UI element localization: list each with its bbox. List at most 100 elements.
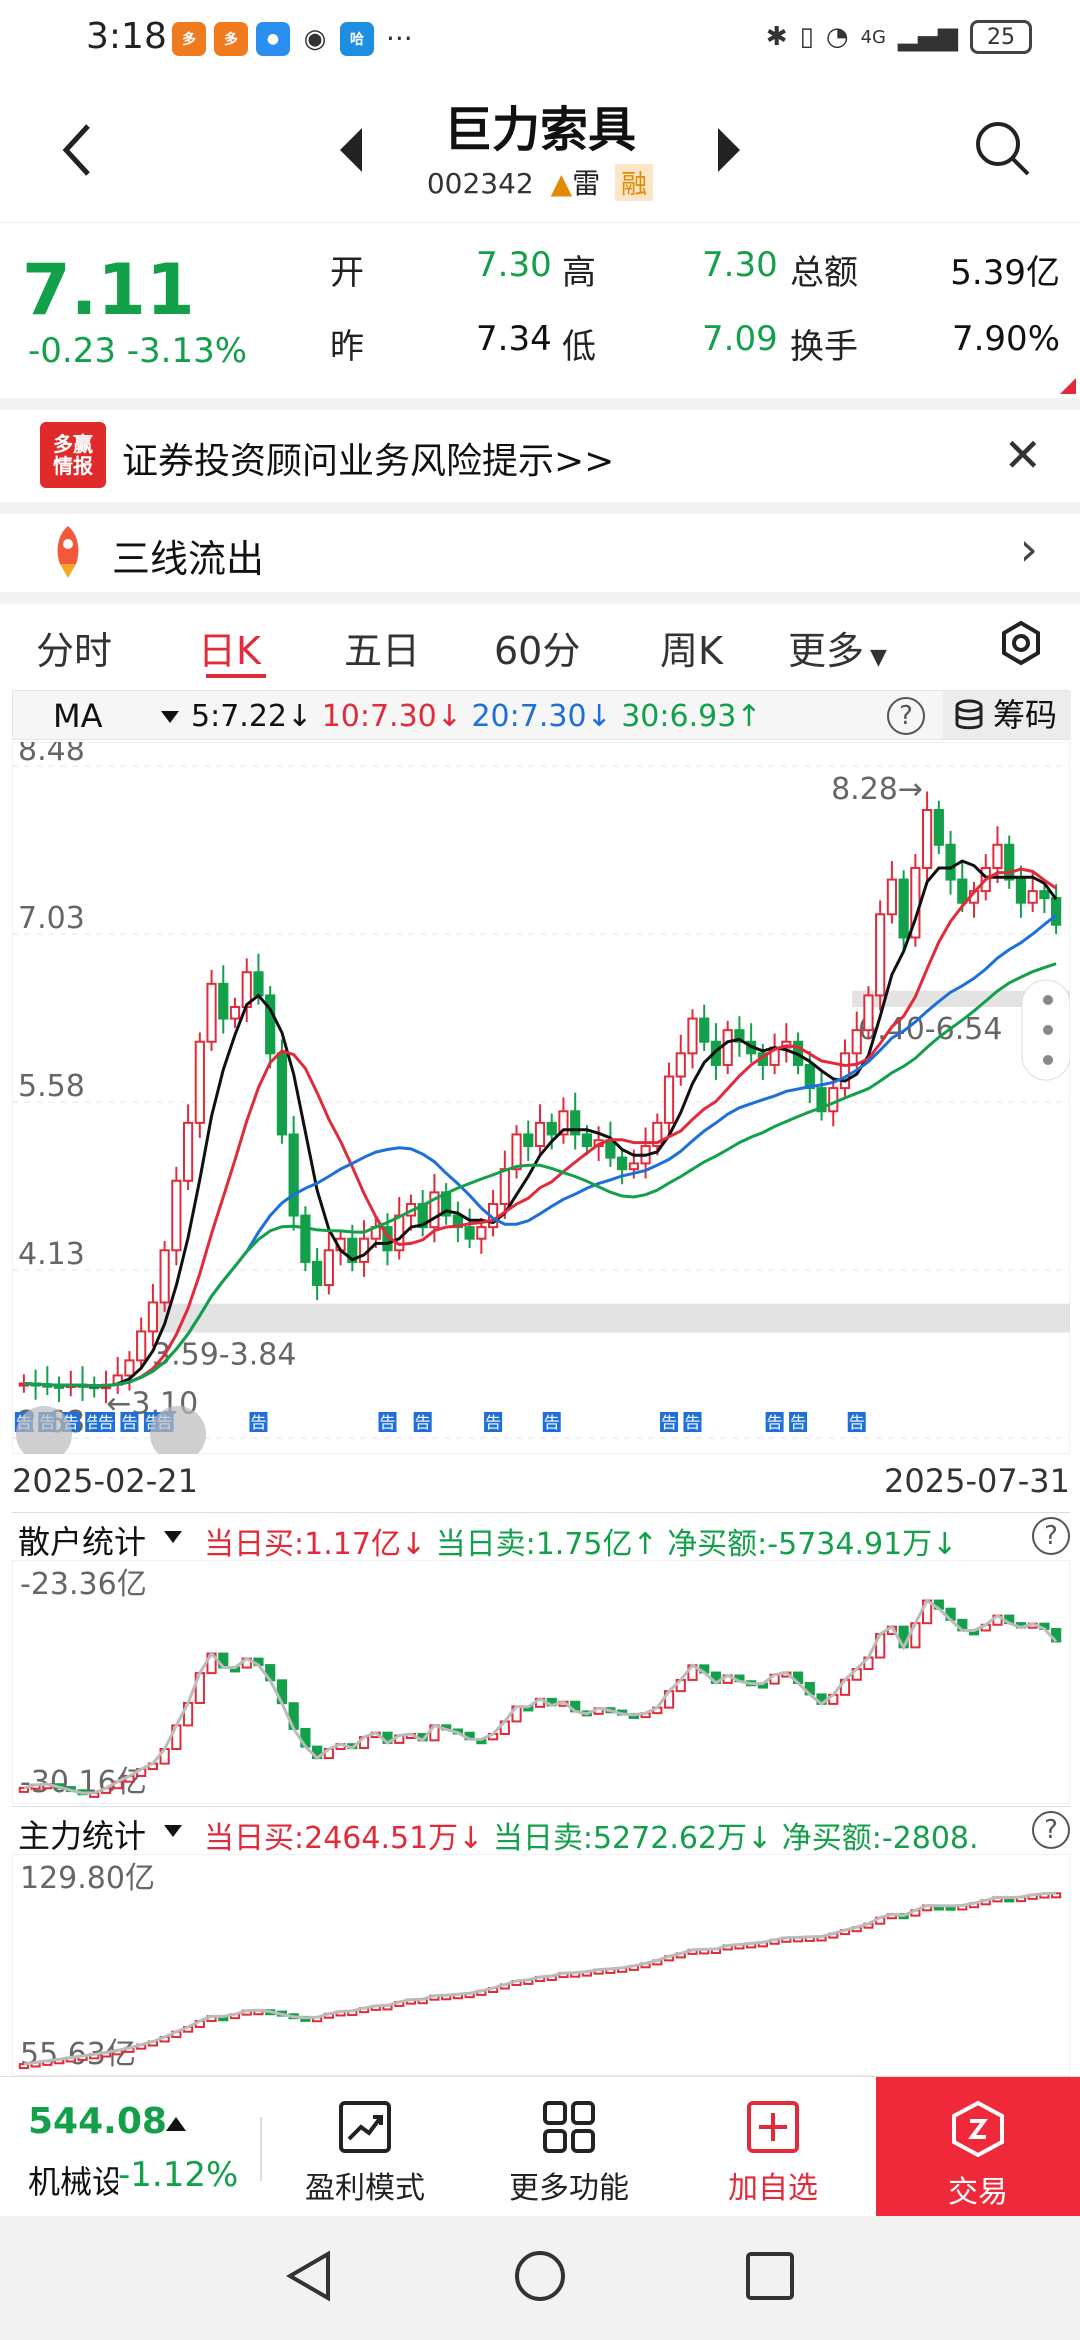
candle-body [992, 843, 1003, 869]
settings-icon[interactable] [998, 620, 1044, 666]
tab-five-day[interactable]: 五日 [344, 629, 421, 673]
candle-body [229, 1005, 241, 1020]
candle-body [464, 1226, 475, 1240]
divider [260, 2117, 262, 2181]
expand-corner-icon[interactable] [1060, 378, 1076, 394]
indicator-frame [12, 1854, 1070, 2076]
y-max-label: -23.36亿 [20, 1567, 147, 1602]
price-zone [852, 990, 1070, 1007]
candle-body [921, 809, 933, 869]
candle-body [312, 1260, 323, 1287]
tab-intraday[interactable]: 分时 [36, 629, 113, 673]
status-right: ✱ ▯ ◔ 4G ▂▄▆ 25 [766, 20, 1032, 54]
ma5-line [23, 859, 1058, 1388]
help-icon[interactable]: ? [1032, 1517, 1070, 1555]
caret-down-icon[interactable] [161, 711, 179, 723]
amount-label: 总额 [790, 253, 858, 293]
margin-tag: 融 [615, 164, 654, 201]
help-icon[interactable]: ? [1032, 1811, 1070, 1849]
app-notification-icon: 哈 [340, 22, 374, 56]
stock-header: 巨力索具 002342 ▲雷 融 [0, 80, 1080, 220]
k-line-chart[interactable]: 8.487.035.584.132.683.59-3.846.40-6.548.… [12, 742, 1070, 1454]
candle-body [147, 1301, 159, 1333]
wifi-icon: ◔ [825, 22, 849, 52]
grid-icon [543, 2101, 595, 2153]
nav-back-icon[interactable] [282, 2248, 338, 2304]
candle-body [863, 994, 874, 1032]
divider [0, 398, 1080, 410]
start-date: 2025-02-21 [12, 1462, 198, 1500]
risk-notice[interactable]: 多赢 情报 证券投资顾问业务风险提示>> ✕ [0, 408, 1080, 502]
candle-body [288, 1133, 299, 1217]
divider [0, 592, 1080, 604]
price-zone [152, 1303, 1070, 1333]
open-value: 7.30 [476, 245, 552, 285]
nav-recents-icon[interactable] [742, 2248, 798, 2304]
chevron-right-icon[interactable]: › [1019, 522, 1038, 576]
candle-body [816, 1087, 827, 1113]
prev-stock-icon[interactable] [340, 128, 362, 172]
price-change: -0.23 -3.13% [28, 331, 248, 371]
notice-marker [120, 1412, 139, 1432]
signal-row[interactable]: 三线流出 › [0, 512, 1080, 592]
high-annotation: 8.28→ [831, 772, 923, 807]
profit-mode-button[interactable]: 盈利模式 [290, 2077, 440, 2217]
caret-down-icon[interactable] [164, 1531, 182, 1543]
status-app-icons: 多 多 ● ◉ 哈 ··· [172, 22, 413, 56]
y-max-label: 129.80亿 [20, 1861, 155, 1896]
index-name: 机械设 [28, 2163, 118, 2201]
candle-body [136, 1330, 147, 1362]
indicator-select[interactable]: 主力统计 [18, 1817, 147, 1855]
tab-daily-k[interactable]: 日K [198, 629, 261, 673]
prev-close-value: 7.34 [476, 319, 552, 359]
notice-marker [765, 1412, 784, 1432]
trade-button[interactable]: 交易 [876, 2077, 1080, 2217]
more-notifications-icon: ··· [386, 22, 413, 55]
tab-weekly-k[interactable]: 周K [660, 629, 723, 673]
chips-button[interactable]: 筹码 [943, 691, 1071, 739]
nav-home-icon[interactable] [512, 2248, 568, 2304]
indicator-select[interactable]: 散户统计 [18, 1523, 147, 1561]
notice-text[interactable]: 证券投资顾问业务风险提示>> [122, 441, 615, 482]
back-arrow-icon[interactable] [58, 120, 98, 180]
turnover-value: 7.90% [951, 319, 1060, 359]
net-value: 净买额:-5734.91万↓ [667, 1527, 958, 1562]
add-watchlist-button[interactable]: 加自选 [698, 2077, 848, 2217]
more-functions-button[interactable]: 更多功能 [494, 2077, 644, 2217]
current-price: 7.11 [22, 249, 195, 331]
notice-marker-label: 告 [661, 1413, 677, 1432]
tab-more[interactable]: 更多 ▼ [788, 629, 887, 673]
search-icon[interactable] [972, 118, 1032, 178]
amount-value: 5.39亿 [950, 253, 1060, 293]
retail-stats-bar: 散户统计 当日买:1.17亿↓ 当日卖:1.75亿↑ 净买额:-5734.91万… [12, 1512, 1070, 1562]
notice-marker [683, 1412, 702, 1432]
zone-label: 3.59-3.84 [152, 1338, 296, 1373]
buy-value: 当日买:1.17亿↓ [204, 1527, 427, 1562]
caret-down-icon[interactable] [164, 1825, 182, 1837]
next-stock-icon[interactable] [718, 128, 740, 172]
index-change: -1.12% [118, 2155, 239, 2195]
app-notification-icon: ● [256, 22, 290, 56]
candle-body [804, 1063, 815, 1090]
stock-name: 巨力索具 [443, 102, 636, 158]
risk-tag[interactable]: ▲雷 [550, 167, 601, 200]
tab-60min[interactable]: 60分 [494, 629, 581, 673]
candle-body [1027, 890, 1038, 904]
handle-dot [1043, 1055, 1053, 1065]
ma10-value: 10:7.30↓ [321, 699, 462, 734]
signal-text: 三线流出 [112, 537, 265, 581]
notice-marker-label: 告 [767, 1413, 783, 1432]
turnover-label: 换手 [790, 327, 858, 367]
candle-body [546, 1121, 557, 1136]
main-force-stats-bar: 主力统计 当日买:2464.51万↓ 当日卖:5272.62万↓ 净买额:-28… [12, 1806, 1070, 1856]
notice-marker [660, 1412, 679, 1432]
notice-marker-label: 告 [849, 1413, 865, 1432]
ma-select[interactable]: MA [53, 697, 103, 735]
candle-body [675, 1052, 686, 1078]
help-icon[interactable]: ? [887, 697, 925, 735]
end-date: 2025-07-31 [884, 1462, 1070, 1500]
ma10-line [23, 867, 1057, 1388]
candle-body [699, 1017, 710, 1043]
high-label: 高 [562, 253, 596, 293]
close-icon[interactable]: ✕ [1003, 428, 1042, 482]
